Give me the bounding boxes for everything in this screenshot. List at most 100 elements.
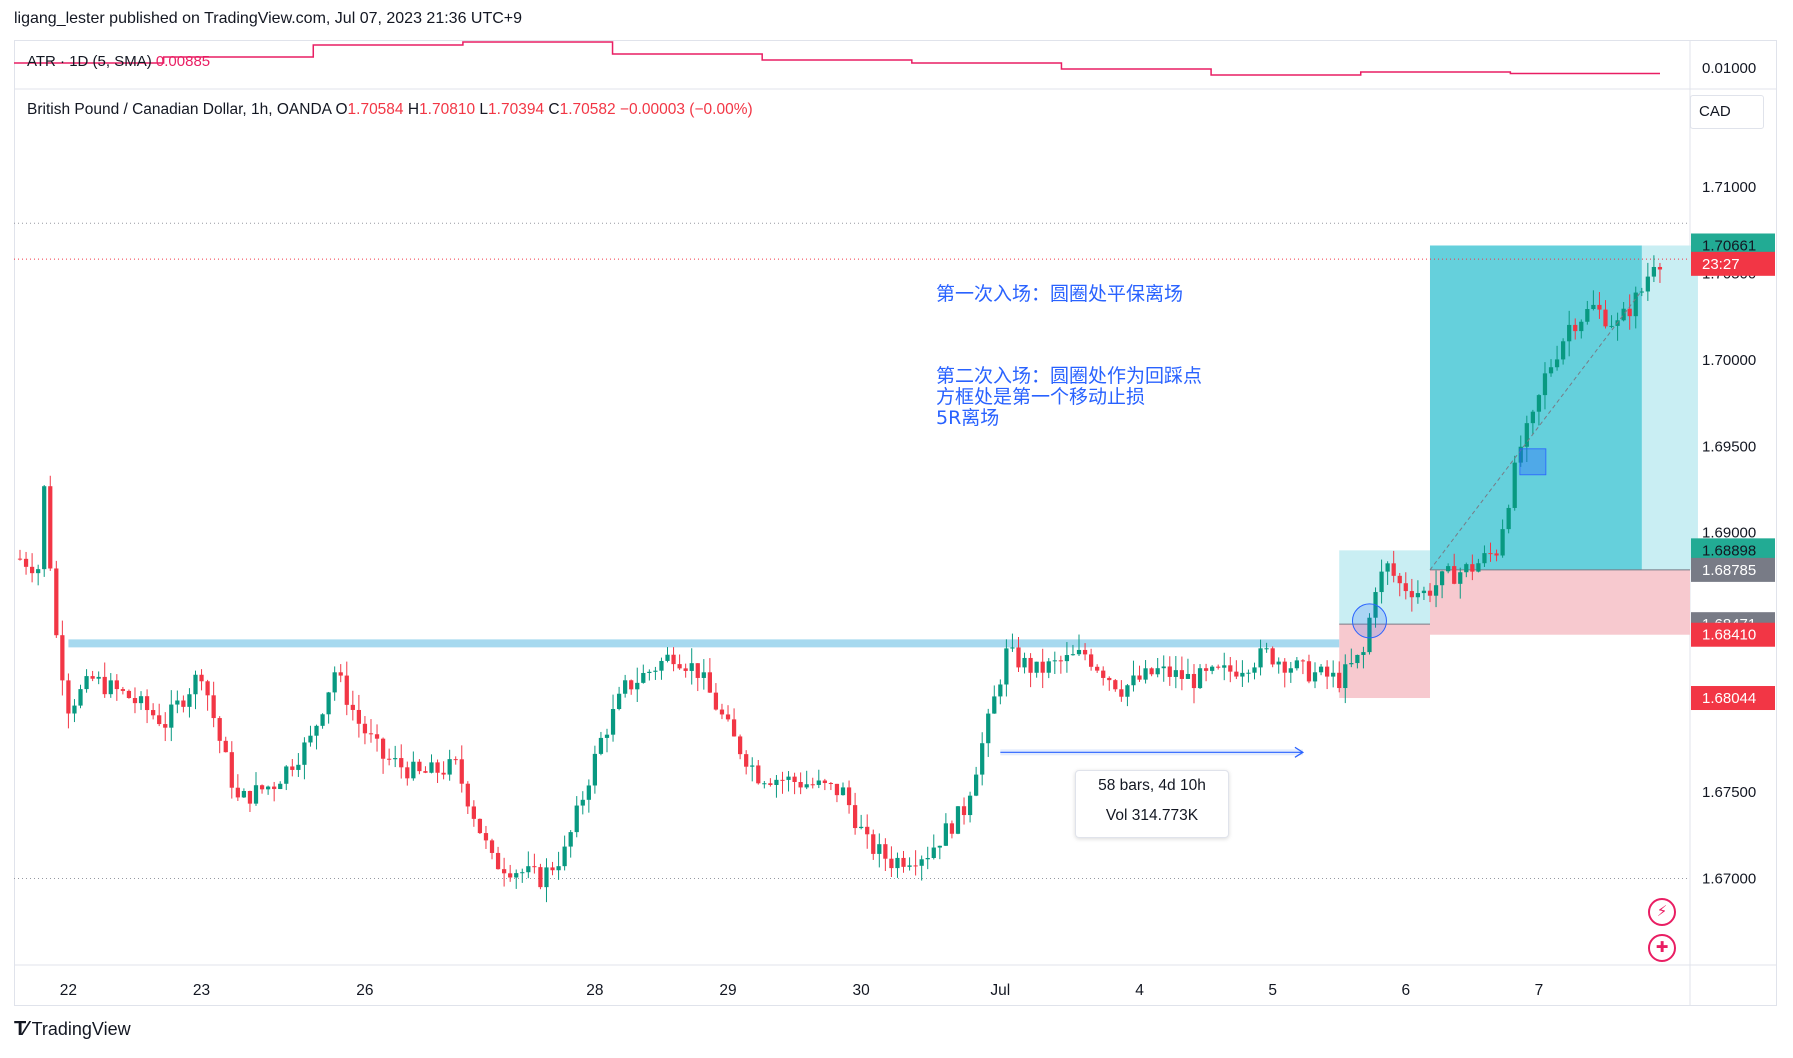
- candle-body: [471, 806, 476, 819]
- candle-body: [514, 873, 519, 878]
- candle-body: [42, 486, 47, 570]
- candle-body: [1561, 341, 1566, 360]
- candle-body: [846, 787, 852, 806]
- price-tag-label: 1.68785: [1702, 562, 1756, 579]
- candle-body: [78, 689, 83, 706]
- candle-body: [1331, 672, 1336, 677]
- candle-body: [859, 826, 864, 829]
- candle-body: [247, 790, 253, 804]
- candle-body: [1095, 666, 1100, 671]
- candle-body: [1034, 661, 1039, 673]
- candle-body: [1197, 668, 1203, 689]
- candle-body: [1621, 308, 1626, 321]
- candle-body: [314, 725, 319, 736]
- candle-body: [1022, 657, 1027, 668]
- candle-body: [1464, 564, 1469, 573]
- candle-body: [610, 709, 616, 735]
- candle-body: [1343, 664, 1348, 689]
- candle-body: [1010, 647, 1015, 649]
- candle-body: [1433, 585, 1439, 596]
- candle-body: [653, 670, 658, 672]
- candle-body: [689, 663, 694, 671]
- candle-body: [453, 759, 458, 761]
- candle-body: [459, 759, 464, 784]
- candle-body: [1349, 663, 1354, 665]
- y-tick-label: 1.67500: [1702, 784, 1756, 801]
- chart-frame: [14, 40, 1777, 1006]
- candle-body: [1548, 367, 1554, 374]
- candle-body: [1536, 395, 1542, 412]
- low-value: 1.70394: [488, 101, 545, 118]
- canada-flag-icon[interactable]: ✚: [1648, 934, 1676, 962]
- candle-body: [1191, 673, 1197, 689]
- candle-body: [1639, 291, 1644, 293]
- candle-body: [1476, 563, 1481, 572]
- currency-button[interactable]: CAD: [1690, 95, 1764, 129]
- candle-body: [883, 844, 888, 859]
- candle-body: [998, 684, 1003, 697]
- candle-body: [144, 696, 150, 711]
- candle-body: [205, 681, 210, 696]
- candle-body: [1246, 672, 1251, 674]
- candle-body: [1179, 670, 1185, 679]
- candle-body: [1627, 308, 1632, 317]
- price-tag: 1.68785: [1691, 557, 1775, 582]
- candle-body: [852, 805, 858, 829]
- candle-body: [1107, 677, 1112, 681]
- tradingview-logo-icon: T⁄: [14, 1018, 27, 1040]
- candle-body: [907, 865, 912, 867]
- candle-body: [986, 713, 991, 744]
- candle-body: [1222, 665, 1227, 668]
- candle-body: [1500, 529, 1505, 556]
- lightning-icon[interactable]: ⚡: [1648, 898, 1676, 926]
- y-tick-label: 1.70000: [1702, 352, 1756, 369]
- candle-body: [725, 714, 731, 720]
- candle-body: [1391, 563, 1396, 576]
- candle-body: [199, 674, 204, 682]
- candle-body: [635, 682, 640, 690]
- candle-body: [399, 758, 404, 768]
- candle-body: [169, 704, 174, 728]
- price-tag-label: 1.68898: [1702, 542, 1756, 559]
- candle-body: [302, 742, 307, 765]
- candle-body: [23, 558, 29, 567]
- candle-body: [1488, 553, 1493, 555]
- candle-body: [1058, 660, 1063, 662]
- x-tick-label: 5: [1268, 982, 1277, 999]
- candle-body: [877, 844, 882, 854]
- candle-body: [344, 675, 349, 705]
- candle-body: [1579, 321, 1584, 332]
- candle-body: [1052, 660, 1057, 662]
- candle-body: [1046, 661, 1051, 673]
- footer-brand[interactable]: T⁄ TradingView: [14, 1018, 131, 1041]
- candle-body: [629, 680, 634, 690]
- candle-body: [828, 783, 834, 785]
- candle-body: [1216, 666, 1221, 668]
- candle-body: [296, 764, 301, 770]
- candle-body: [671, 654, 676, 665]
- candle-body: [1228, 665, 1233, 672]
- candle-body: [1597, 304, 1602, 310]
- atr-legend[interactable]: ATR · 1D (5, SMA) 0.00885: [27, 53, 210, 70]
- atr-legend-label: ATR · 1D (5, SMA): [27, 53, 152, 70]
- close-label: C: [548, 101, 560, 118]
- candle-body: [356, 709, 362, 724]
- price-tag-box: [1691, 557, 1775, 582]
- candle-body: [187, 694, 192, 707]
- atr-legend-value: 0.00885: [155, 53, 211, 70]
- candle-body: [259, 785, 265, 790]
- candle-body: [241, 790, 247, 798]
- symbol-legend[interactable]: British Pound / Canadian Dollar, 1h, OAN…: [27, 101, 753, 119]
- price-tag-label: 1.68044: [1702, 690, 1756, 707]
- candle-body: [580, 799, 585, 806]
- candle-body: [1415, 593, 1421, 598]
- candle-body: [217, 718, 222, 741]
- candle-body: [1427, 590, 1433, 596]
- candle-body: [1494, 553, 1499, 556]
- x-tick-label: 6: [1401, 982, 1410, 999]
- candle-body: [943, 823, 948, 846]
- candle-body: [405, 767, 410, 779]
- y-tick-label: 1.69500: [1702, 438, 1756, 455]
- candle-body: [1355, 654, 1360, 664]
